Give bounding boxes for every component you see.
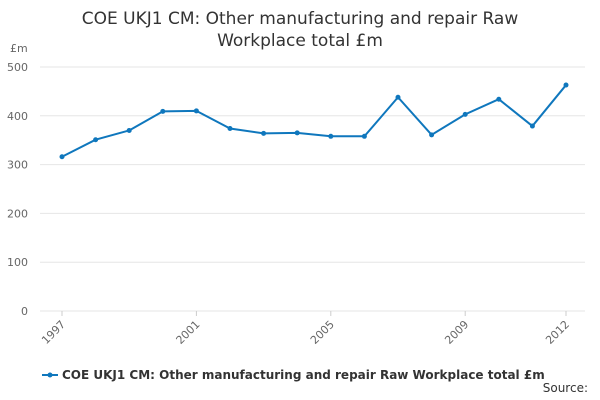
point: [462, 111, 468, 117]
legend-marker: [47, 372, 53, 378]
x-tick-label: 2001: [174, 318, 203, 347]
point: [126, 127, 132, 133]
y-tick-label: 300: [7, 159, 28, 172]
y-tick-label: 500: [7, 61, 28, 74]
point: [193, 108, 199, 114]
point: [328, 133, 334, 139]
y-tick-label: 200: [7, 207, 28, 220]
point: [160, 108, 166, 114]
x-tick-label: 2009: [442, 318, 471, 347]
point: [361, 133, 367, 139]
chart-title: COE UKJ1 CM: Other manufacturing and rep…: [81, 9, 519, 51]
point: [529, 123, 535, 129]
y-tick-label: 100: [7, 256, 28, 269]
point: [563, 82, 569, 88]
series-line: [61, 84, 567, 158]
point: [261, 130, 267, 136]
x-tick-label: 2005: [308, 318, 337, 347]
point: [59, 154, 65, 160]
point: [294, 130, 300, 136]
point: [93, 137, 99, 143]
x-tick-label: 2012: [543, 318, 572, 347]
y-tick-label: 400: [7, 110, 28, 123]
source: Source:: [543, 381, 588, 395]
y-axis-label: £m: [10, 42, 28, 55]
point: [496, 96, 502, 102]
x-tick-label: 1997: [39, 318, 68, 347]
point: [429, 132, 435, 138]
point: [395, 94, 401, 100]
legend-label: COE UKJ1 CM: Other manufacturing and rep…: [62, 368, 545, 382]
point: [227, 125, 233, 131]
y-tick-label: 0: [21, 305, 28, 318]
